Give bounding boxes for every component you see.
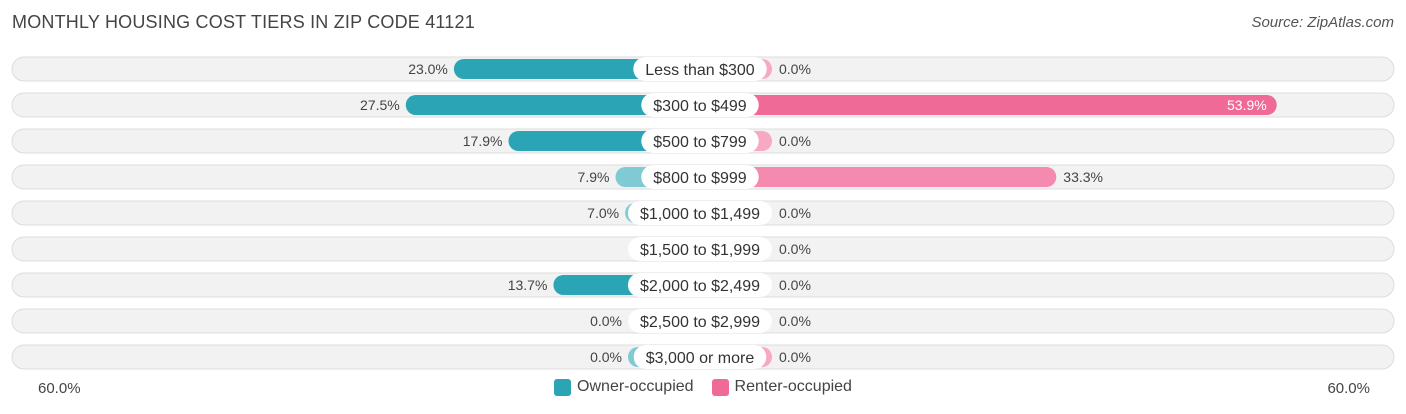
owner-value-label: 23.0% <box>408 61 448 77</box>
category-label: $500 to $799 <box>653 134 747 151</box>
axis-left-label: 60.0% <box>38 380 81 397</box>
chart-title: MONTHLY HOUSING COST TIERS IN ZIP CODE 4… <box>12 12 475 32</box>
legend-owner-label: Owner-occupied <box>577 378 694 395</box>
owner-value-label: 7.9% <box>578 169 610 185</box>
category-label: $300 to $499 <box>653 98 747 115</box>
category-label: $2,500 to $2,999 <box>640 314 760 331</box>
category-pill <box>627 273 773 297</box>
owner-bar <box>405 95 700 115</box>
renter-value-label: 53.9% <box>1227 97 1267 113</box>
category-label: Less than $300 <box>645 62 755 79</box>
owner-value-label: 0.0% <box>590 349 622 365</box>
renter-value-label: 0.0% <box>779 277 811 293</box>
renter-swatch-icon <box>711 378 729 396</box>
legend-item-owner: Owner-occupied <box>554 378 694 396</box>
renter-bar <box>700 95 1277 115</box>
category-pill <box>641 129 759 153</box>
renter-value-label: 0.0% <box>779 349 811 365</box>
category-pill <box>633 57 767 81</box>
legend-item-renter: Renter-occupied <box>711 378 852 396</box>
category-pill <box>633 345 767 369</box>
axis-right-label: 60.0% <box>1327 380 1370 397</box>
category-pill <box>627 309 773 333</box>
category-pill <box>641 165 759 189</box>
category-label: $2,000 to $2,499 <box>640 278 760 295</box>
category-label: $1,000 to $1,499 <box>640 206 760 223</box>
owner-value-label: 7.0% <box>587 205 619 221</box>
category-label: $800 to $999 <box>653 170 747 187</box>
category-label: $3,000 or more <box>646 350 755 367</box>
renter-value-label: 0.0% <box>779 313 811 329</box>
owner-value-label: 27.5% <box>360 97 400 113</box>
category-pill <box>641 93 759 117</box>
legend-renter-label: Renter-occupied <box>734 378 852 395</box>
owner-swatch-icon <box>554 378 572 396</box>
owner-value-label: 17.9% <box>463 133 503 149</box>
renter-value-label: 0.0% <box>779 61 811 77</box>
category-label: $1,500 to $1,999 <box>640 242 760 259</box>
category-pill <box>627 237 773 261</box>
legend: Owner-occupied Renter-occupied <box>0 378 1406 396</box>
renter-value-label: 33.3% <box>1063 169 1103 185</box>
owner-value-label: 0.0% <box>590 313 622 329</box>
source-label: Source: ZipAtlas.com <box>1251 14 1394 31</box>
category-pill <box>627 201 773 225</box>
renter-bar <box>700 167 1057 187</box>
renter-value-label: 0.0% <box>779 205 811 221</box>
renter-value-label: 0.0% <box>779 241 811 257</box>
renter-value-label: 0.0% <box>779 133 811 149</box>
owner-value-label: 13.7% <box>508 277 548 293</box>
